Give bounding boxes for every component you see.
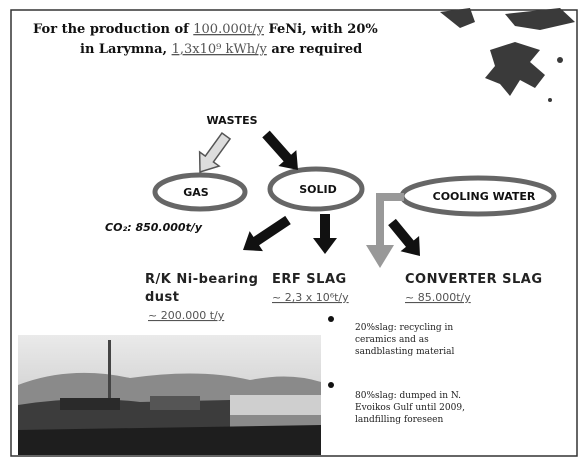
header-highlight: 100.000t/y (193, 22, 264, 37)
header-text: are required (267, 42, 362, 57)
slide: For the production of 100.000t/y FeNi, w… (0, 0, 586, 467)
header-line: in Larymna, 1,3x10⁹ kWh/y are required (80, 42, 362, 57)
header-text: For the production of (33, 22, 193, 37)
bullet-line: 80%slag: dumped in N. (355, 391, 461, 401)
header-text: FeNi, with 20% (264, 22, 378, 37)
header-text: in Larymna, (80, 42, 172, 57)
output-amount: ~ 200.000 t/y (148, 309, 225, 322)
bullet-dot (328, 382, 334, 388)
gas-note: CO₂: 850.000t/y (105, 221, 203, 234)
output-label: ERF SLAG (272, 272, 347, 287)
output-label: R/K Ni-bearing (145, 272, 258, 287)
bullet-line: ceramics and as (355, 335, 429, 345)
node-label: COOLING WATER (433, 190, 536, 203)
node-label: WASTES (206, 114, 257, 127)
output-label: dust (145, 290, 180, 305)
node-label: GAS (183, 186, 209, 199)
node-label: SOLID (299, 183, 337, 196)
bullet-line: sandblasting material (355, 347, 454, 357)
bullet-dot (328, 316, 334, 322)
header-line: For the production of 100.000t/y FeNi, w… (33, 22, 378, 37)
bullet-line: Evoikos Gulf until 2009, (355, 403, 465, 413)
photo (18, 335, 321, 455)
output-label: CONVERTER SLAG (405, 272, 543, 287)
output-amount: ~ 2,3 x 10⁶t/y (272, 291, 349, 304)
output-amount: ~ 85.000t/y (405, 291, 471, 304)
header-highlight: 1,3x10⁹ kWh/y (172, 42, 268, 57)
bullet-line: 20%slag: recycling in (355, 323, 453, 333)
bullet-line: landfilling foreseen (355, 415, 444, 425)
